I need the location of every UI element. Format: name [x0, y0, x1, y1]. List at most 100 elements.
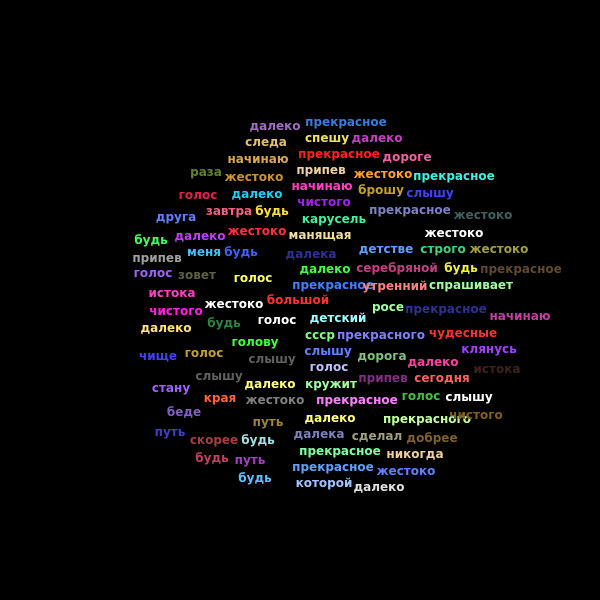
word-69: голос	[309, 360, 349, 374]
word-1: прекрасное	[305, 115, 387, 129]
word-13: начинаю	[291, 179, 353, 193]
word-48: большой	[266, 293, 330, 307]
word-6: прекрасное	[298, 147, 380, 161]
word-45: утренний	[362, 279, 428, 293]
word-9: жестоко	[224, 170, 284, 184]
word-18: чистого	[297, 195, 351, 209]
word-19: завтра	[205, 204, 253, 218]
word-76: кружит	[305, 377, 357, 391]
word-24: жестоко	[453, 208, 513, 222]
word-66: слышу	[304, 344, 352, 358]
word-68: далеко	[407, 355, 459, 369]
word-11: жестоко	[353, 167, 413, 181]
word-84: далеко	[304, 411, 356, 425]
word-62: клянусь	[461, 342, 517, 356]
word-64: голос	[184, 346, 224, 360]
word-90: далека	[293, 427, 345, 441]
word-83: путь	[252, 415, 284, 429]
word-40: прекрасное	[480, 262, 562, 276]
word-70: истока	[473, 362, 521, 376]
word-85: прекрасного	[382, 412, 472, 426]
word-34: будь	[224, 245, 258, 259]
word-56: голос	[257, 313, 297, 327]
word-89: будь	[241, 433, 275, 447]
word-4: далеко	[351, 131, 403, 145]
word-52: чистого	[149, 304, 203, 318]
word-71: слышу	[195, 369, 243, 383]
word-28: далеко	[174, 229, 226, 243]
word-99: будь	[238, 471, 272, 485]
word-7: дороге	[382, 150, 432, 164]
word-43: голос	[233, 271, 273, 285]
word-61: голову	[231, 335, 279, 349]
word-38: серебряной	[356, 261, 438, 275]
word-59: прекрасного	[336, 328, 426, 342]
word-53: начинаю	[489, 309, 551, 323]
word-86: чистого	[449, 408, 503, 422]
word-81: слышу	[445, 390, 493, 404]
word-26: жестоко	[424, 226, 484, 240]
word-36: припев	[132, 251, 182, 265]
word-79: прекрасное	[316, 393, 398, 407]
word-41: голос	[133, 266, 173, 280]
word-51: прекрасное	[405, 302, 487, 316]
word-14: брошу	[358, 183, 404, 197]
word-67: дорога	[357, 349, 407, 363]
word-35: далека	[285, 247, 337, 261]
word-75: далеко	[244, 377, 296, 391]
word-0: далеко	[249, 119, 301, 133]
word-3: спешу	[304, 131, 350, 145]
word-25: жестоко	[227, 224, 287, 238]
word-77: края	[203, 391, 237, 405]
word-98: жестоко	[376, 464, 436, 478]
word-12: прекрасное	[413, 169, 495, 183]
word-78: жестоко	[245, 393, 305, 407]
word-72: припев	[358, 371, 408, 385]
word-80: голос	[401, 389, 441, 403]
word-87: путь	[154, 425, 186, 439]
word-50: росе	[371, 300, 405, 314]
word-73: сегодня	[414, 371, 470, 385]
word-27: будь	[134, 233, 168, 247]
word-54: детский	[309, 311, 367, 325]
word-21: прекрасное	[369, 203, 451, 217]
word-16: голос	[178, 188, 218, 202]
word-33: меня	[187, 245, 221, 259]
word-32: жестоко	[469, 242, 529, 256]
word-39: будь	[444, 261, 478, 275]
word-91: сделал	[351, 429, 403, 443]
word-29: манящая	[288, 228, 352, 242]
word-44: прекрасное	[292, 278, 374, 292]
word-94: никогда	[386, 447, 444, 461]
word-20: будь	[255, 204, 289, 218]
word-63: чище	[138, 349, 178, 363]
word-58: ссср	[305, 328, 335, 342]
word-60: чудесные	[428, 326, 498, 340]
word-93: прекрасное	[299, 444, 381, 458]
word-82: беде	[166, 405, 202, 419]
word-8: раза	[190, 165, 222, 179]
word-57: далеко	[140, 321, 192, 335]
word-15: слышу	[406, 186, 454, 200]
word-96: путь	[234, 453, 266, 467]
word-5: начинаю	[227, 152, 289, 166]
word-37: далеко	[299, 262, 351, 276]
word-55: будь	[207, 316, 241, 330]
word-10: припев	[296, 163, 346, 177]
word-46: спрашивает	[428, 278, 514, 292]
word-42: зовет	[178, 268, 216, 282]
word-2: следа	[245, 135, 287, 149]
word-22: друга	[155, 210, 197, 224]
word-101: далеко	[353, 480, 405, 494]
word-100: которой	[295, 476, 353, 490]
word-97: прекрасное	[292, 460, 374, 474]
word-47: истока	[148, 286, 196, 300]
word-17: далеко	[231, 187, 283, 201]
word-49: жестоко	[204, 297, 264, 311]
word-65: слышу	[248, 352, 296, 366]
word-92: добрее	[406, 431, 458, 445]
word-74: стану	[151, 381, 191, 395]
word-23: карусель	[301, 212, 367, 226]
word-88: скорее	[189, 433, 239, 447]
